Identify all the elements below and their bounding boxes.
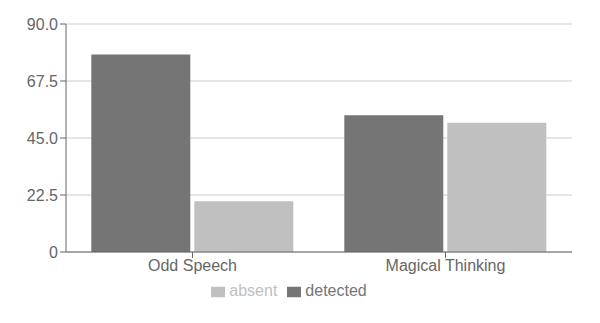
html-text:absent: absent — [229, 282, 278, 299]
svg-text:90.0: 90.0 — [27, 16, 58, 33]
svg-text:45.0: 45.0 — [27, 130, 58, 147]
svg-text:22.5: 22.5 — [27, 187, 58, 204]
svg-text:Magical Thinking: Magical Thinking — [386, 257, 506, 274]
svg-text:67.5: 67.5 — [27, 73, 58, 90]
svg-text:Odd Speech: Odd Speech — [148, 257, 237, 274]
svg-text:0: 0 — [49, 244, 58, 261]
html-text:detected: detected — [305, 282, 367, 299]
